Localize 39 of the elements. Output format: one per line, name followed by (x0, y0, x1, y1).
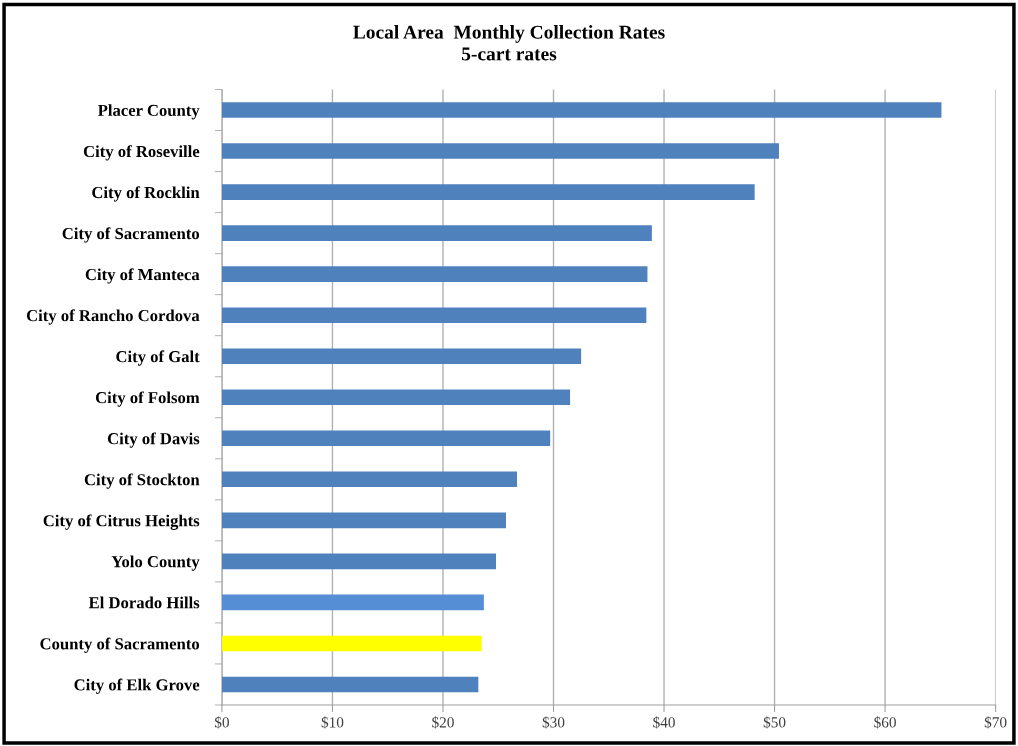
y-tick-label: City of Folsom (95, 391, 200, 407)
y-tick-label: City of Rancho Cordova (26, 309, 200, 325)
y-tick-label: City of Sacramento (62, 227, 200, 243)
bar (221, 389, 571, 406)
y-tick-label: City of Rocklin (92, 186, 200, 202)
bar (221, 676, 479, 693)
bar (221, 225, 652, 241)
bar (221, 143, 779, 159)
y-tick-label: City of Galt (116, 350, 200, 366)
y-tick-label: City of Roseville (83, 145, 200, 161)
y-tick-label: City of Citrus Heights (43, 514, 200, 530)
x-tick-label: $0 (214, 716, 229, 729)
bar (221, 102, 942, 118)
x-tick-label: $10 (321, 716, 344, 729)
y-tick-label: Yolo County (111, 555, 200, 571)
y-tick-label: El Dorado Hills (88, 596, 200, 609)
x-tick-label: $40 (653, 716, 675, 729)
bar (221, 553, 497, 570)
y-tick-label: County of Sacramento (40, 637, 200, 653)
x-tick-label: $70 (984, 716, 1007, 729)
bar (221, 430, 551, 447)
bar (221, 471, 518, 488)
bar (221, 594, 484, 611)
bar (221, 307, 647, 323)
bar (221, 512, 506, 529)
chart-title: Local Area Monthly Collection Rates 5-cart rates (353, 25, 665, 61)
bar (221, 184, 755, 200)
x-tick-label: $60 (874, 716, 896, 729)
x-tick-label: $50 (763, 716, 786, 729)
bar (221, 635, 482, 652)
y-tick-label: City of Davis (107, 432, 200, 448)
x-tick-label: $30 (542, 716, 565, 729)
y-tick-label: City of Elk Grove (74, 678, 200, 694)
y-tick-label: City of Stockton (84, 473, 200, 489)
y-tick-label: Placer County (97, 104, 200, 120)
bar (221, 348, 582, 365)
y-tick-label: City of Manteca (85, 268, 200, 284)
bar (221, 266, 648, 282)
x-tick-label: $20 (432, 716, 454, 729)
